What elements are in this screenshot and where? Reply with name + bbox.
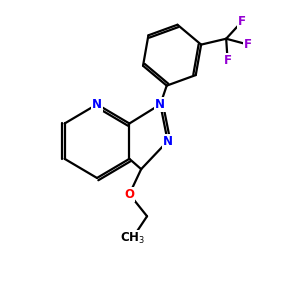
Text: F: F	[244, 38, 252, 51]
Text: N: N	[155, 98, 165, 111]
Text: O: O	[124, 188, 134, 201]
Text: N: N	[92, 98, 102, 111]
Text: CH$_3$: CH$_3$	[120, 231, 145, 246]
Text: F: F	[224, 54, 232, 67]
Text: N: N	[163, 135, 173, 148]
Text: F: F	[238, 15, 246, 28]
